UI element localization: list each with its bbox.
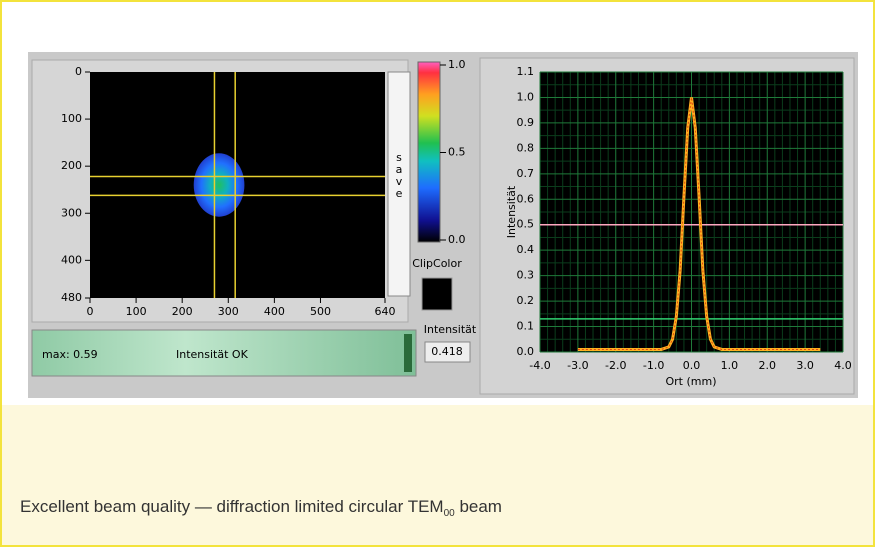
y-tick-label: 0.7 (517, 167, 535, 180)
x-tick-label: 200 (172, 305, 193, 318)
save-letter: e (396, 187, 403, 200)
x-tick-label: 400 (264, 305, 285, 318)
caption: Excellent beam quality — diffraction lim… (20, 497, 502, 518)
y-tick-label: 0.8 (517, 141, 535, 154)
screen: ClipColor max: 0.59 Intensität OK Intens… (0, 0, 875, 547)
x-tick-label: 640 (375, 305, 396, 318)
colorbar-label: 0.0 (448, 233, 466, 246)
y-tick-label: 0.4 (517, 243, 535, 256)
x-tick-label: 0.0 (683, 359, 701, 372)
beam-spot (194, 153, 245, 216)
y-tick-label: 480 (61, 291, 82, 304)
y-tick-label: 0 (75, 65, 82, 78)
y-tick-label: 0.1 (517, 320, 535, 333)
x-tick-label: 4.0 (834, 359, 852, 372)
intensity-label: Intensität (424, 323, 477, 336)
status-message: Intensität OK (176, 348, 249, 361)
y-tick-label: 1.0 (517, 90, 535, 103)
x-tick-label: 3.0 (796, 359, 814, 372)
x-tick-label: 1.0 (721, 359, 739, 372)
x-tick-label: 0 (87, 305, 94, 318)
y-tick-label: 0.9 (517, 116, 535, 129)
x-tick-label: -3.0 (567, 359, 588, 372)
y-tick-label: 0.5 (517, 218, 535, 231)
clip-label: ClipColor (412, 257, 462, 270)
x-tick-label: -1.0 (643, 359, 664, 372)
clip-color[interactable] (422, 278, 452, 310)
x-tick-label: 100 (126, 305, 147, 318)
x-axis-label: Ort (mm) (665, 375, 716, 388)
y-tick-label: 300 (61, 206, 82, 219)
y-tick-label: 0.6 (517, 192, 535, 205)
intensity-value: 0.418 (431, 345, 463, 358)
y-tick-label: 400 (61, 253, 82, 266)
status-led (404, 334, 412, 372)
caption-band (2, 405, 873, 545)
x-tick-label: -2.0 (605, 359, 626, 372)
max-value: max: 0.59 (42, 348, 98, 361)
y-tick-label: 0.2 (517, 294, 535, 307)
y-tick-label: 200 (61, 159, 82, 172)
y-tick-label: 0.0 (517, 345, 535, 358)
x-tick-label: 300 (218, 305, 239, 318)
colorbar (418, 62, 440, 242)
y-tick-label: 1.1 (517, 65, 535, 78)
x-tick-label: 2.0 (759, 359, 777, 372)
x-tick-label: -4.0 (529, 359, 550, 372)
y-tick-label: 0.3 (517, 269, 535, 282)
y-tick-label: 100 (61, 112, 82, 125)
x-tick-label: 500 (310, 305, 331, 318)
colorbar-label: 1.0 (448, 58, 466, 71)
colorbar-label: 0.5 (448, 146, 466, 159)
